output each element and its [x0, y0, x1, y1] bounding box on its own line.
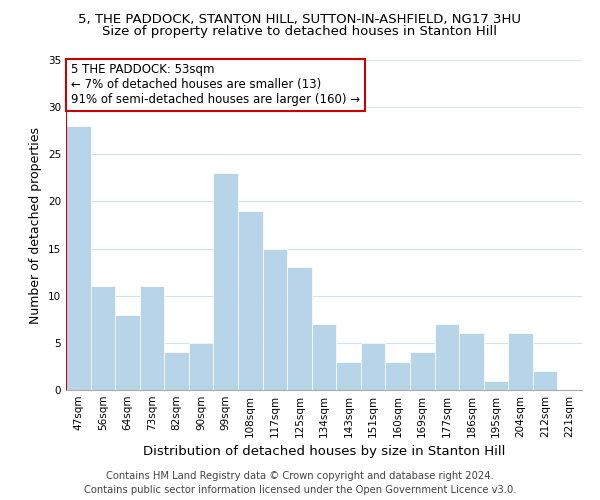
Bar — [115, 314, 140, 390]
X-axis label: Distribution of detached houses by size in Stanton Hill: Distribution of detached houses by size … — [143, 446, 505, 458]
Y-axis label: Number of detached properties: Number of detached properties — [29, 126, 43, 324]
Bar — [361, 343, 385, 390]
Bar — [189, 343, 214, 390]
Bar — [263, 248, 287, 390]
Bar — [533, 371, 557, 390]
Bar — [410, 352, 434, 390]
Text: 5, THE PADDOCK, STANTON HILL, SUTTON-IN-ASHFIELD, NG17 3HU: 5, THE PADDOCK, STANTON HILL, SUTTON-IN-… — [79, 12, 521, 26]
Bar — [336, 362, 361, 390]
Bar — [434, 324, 459, 390]
Bar — [66, 126, 91, 390]
Text: Size of property relative to detached houses in Stanton Hill: Size of property relative to detached ho… — [103, 25, 497, 38]
Bar — [214, 173, 238, 390]
Text: Contains HM Land Registry data © Crown copyright and database right 2024.
Contai: Contains HM Land Registry data © Crown c… — [84, 471, 516, 495]
Bar — [508, 334, 533, 390]
Text: 5 THE PADDOCK: 53sqm
← 7% of detached houses are smaller (13)
91% of semi-detach: 5 THE PADDOCK: 53sqm ← 7% of detached ho… — [71, 64, 360, 106]
Bar — [238, 211, 263, 390]
Bar — [140, 286, 164, 390]
Bar — [287, 268, 312, 390]
Bar — [164, 352, 189, 390]
Bar — [385, 362, 410, 390]
Bar — [91, 286, 115, 390]
Bar — [312, 324, 336, 390]
Bar — [459, 334, 484, 390]
Bar — [484, 380, 508, 390]
